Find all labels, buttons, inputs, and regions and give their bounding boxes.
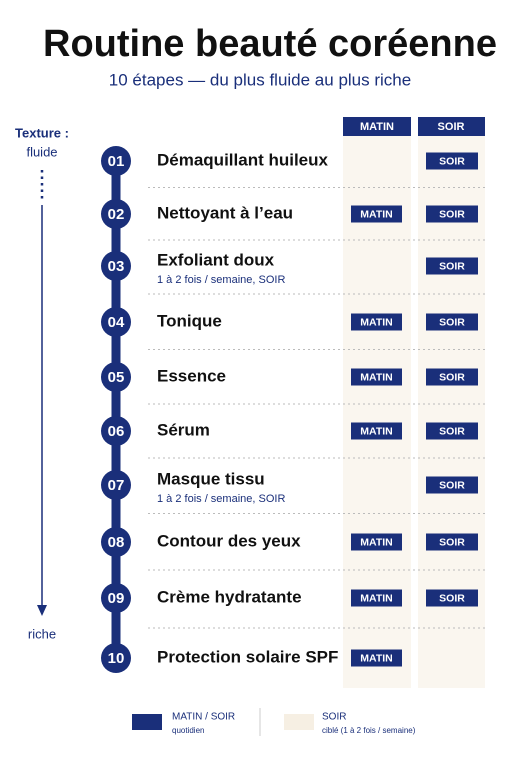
step-note: 1 à 2 fois / semaine, SOIR (157, 493, 285, 505)
step-number: 01 (108, 153, 125, 170)
matin-badge-label: MATIN (360, 371, 392, 383)
step-name: Crème hydratante (157, 587, 302, 606)
soir-badge (426, 476, 478, 494)
texture-bottom: riche (28, 626, 56, 641)
step-circle (101, 251, 131, 281)
matin-badge (351, 313, 402, 331)
legend-swatch (284, 714, 314, 730)
column-header: SOIR (438, 121, 465, 133)
step-name: Protection solaire SPF (157, 647, 338, 666)
matin-badge (351, 649, 402, 667)
soir-badge-label: SOIR (439, 536, 465, 548)
step-number: 06 (108, 423, 125, 440)
matin-badge-label: MATIN (360, 425, 392, 437)
soir-badge-label: SOIR (439, 592, 465, 604)
matin-badge (351, 533, 402, 551)
soir-badge (426, 422, 478, 440)
step-circle (101, 470, 131, 500)
soir-badge-label: SOIR (439, 316, 465, 328)
step-name: Démaquillant huileux (157, 150, 329, 169)
column-header-bg (343, 117, 411, 136)
step-number: 10 (108, 650, 125, 667)
step-number: 08 (108, 534, 125, 551)
step-circle (101, 307, 131, 337)
step-name: Sérum (157, 420, 210, 439)
step-circle (101, 416, 131, 446)
matin-badge (351, 422, 402, 440)
step-number: 09 (108, 590, 125, 607)
matin-badge (351, 368, 402, 386)
step-name: Exfoliant doux (157, 250, 275, 269)
matin-badge-label: MATIN (360, 536, 392, 548)
step-name: Nettoyant à l’eau (157, 203, 293, 222)
legend-label: MATIN / SOIR (172, 712, 235, 723)
soir-badge (426, 205, 478, 223)
legend-detail: ciblé (1 à 2 fois / semaine) (322, 726, 416, 735)
matin-badge (351, 205, 402, 223)
step-circle (101, 146, 131, 176)
step-circle (101, 199, 131, 229)
soir-badge-label: SOIR (439, 371, 465, 383)
soir-badge-label: SOIR (439, 155, 465, 167)
step-number: 07 (108, 477, 125, 494)
step-name: Tonique (157, 311, 222, 330)
legend-label: SOIR (322, 712, 346, 723)
subtitle: 10 étapes — du plus fluide au plus riche (109, 70, 411, 89)
step-number: 05 (108, 369, 125, 386)
legend-detail: quotidien (172, 726, 204, 735)
soir-badge (426, 257, 478, 275)
legend-swatch (132, 714, 162, 730)
soir-badge-label: SOIR (439, 260, 465, 272)
step-circle (101, 643, 131, 673)
soir-badge-label: SOIR (439, 208, 465, 220)
soir-badge-label: SOIR (439, 425, 465, 437)
title: Routine beauté coréenne (43, 23, 497, 65)
step-number: 04 (108, 314, 125, 331)
soir-badge (426, 589, 478, 607)
step-circle (101, 362, 131, 392)
soir-badge-label: SOIR (439, 479, 465, 491)
step-note: 1 à 2 fois / semaine, SOIR (157, 274, 285, 286)
texture-top: fluide (26, 144, 57, 159)
column-header-bg (418, 117, 485, 136)
soir-badge (426, 533, 478, 551)
matin-badge-label: MATIN (360, 592, 392, 604)
soir-badge (426, 368, 478, 386)
step-number: 02 (108, 206, 125, 223)
arrow-head (37, 605, 47, 616)
column-header: MATIN (360, 121, 394, 133)
step-name: Contour des yeux (157, 531, 301, 550)
matin-badge (351, 589, 402, 607)
matin-badge-label: MATIN (360, 208, 392, 220)
matin-badge-label: MATIN (360, 652, 392, 664)
step-number: 03 (108, 258, 125, 275)
step-circle (101, 583, 131, 613)
texture-label: Texture : (15, 125, 69, 140)
steps: 01 Démaquillant huileux SOIR 02 Nettoyant à … (101, 146, 485, 673)
step-circle (101, 527, 131, 557)
soir-badge (426, 313, 478, 331)
step-name: Essence (157, 366, 226, 385)
matin-badge-label: MATIN (360, 316, 392, 328)
soir-badge (426, 152, 478, 170)
step-name: Masque tissu (157, 469, 265, 488)
